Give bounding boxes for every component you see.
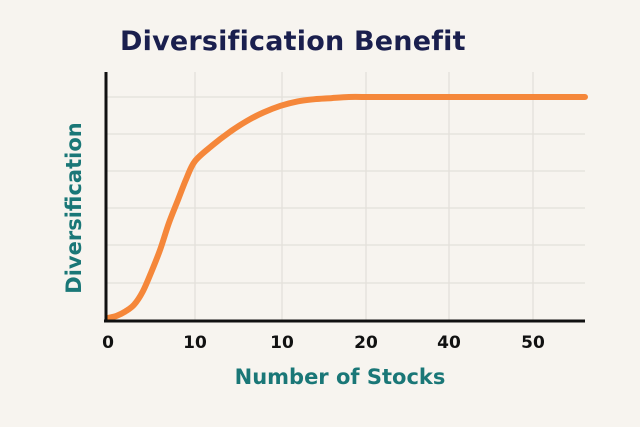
y-axis-label: Diversification: [62, 122, 86, 294]
x-tick-label: 50: [521, 333, 545, 353]
x-tick-label: 0: [102, 333, 114, 353]
series-line-diversification: [105, 93, 588, 321]
chart-title: Diversification Benefit: [120, 26, 466, 57]
x-tick-label: 10: [183, 333, 207, 353]
grid-lines: [106, 72, 585, 321]
x-axis-label: Number of Stocks: [234, 365, 446, 389]
x-tick-labels: 0 10 10 20 40 50: [102, 333, 545, 353]
x-tick-label: 10: [270, 333, 294, 353]
x-tick-label: 20: [354, 333, 378, 353]
x-tick-label: 40: [437, 333, 461, 353]
